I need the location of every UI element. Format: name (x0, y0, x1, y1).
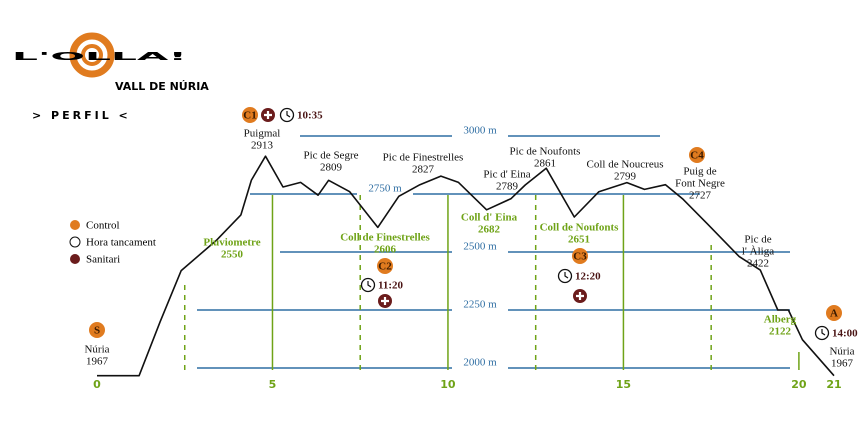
reference-label: 2250 m (463, 299, 497, 311)
sanitari-cross (576, 292, 584, 300)
waypoint-name: Pic d' Eina (483, 169, 530, 181)
waypoint-altitude: 2550 (221, 249, 244, 261)
control-code: C3 (573, 251, 587, 263)
control-icon (377, 258, 393, 274)
waypoint-name: Núria (84, 344, 109, 356)
waypoint-altitude: 2809 (320, 162, 343, 174)
x-tick-label: 0 (93, 378, 101, 391)
legend-label: Control (86, 220, 120, 232)
legend-clock-icon (69, 236, 81, 248)
control-icon (242, 107, 258, 123)
waypoint-name: Núria (829, 346, 854, 358)
waypoint-name: Coll de Noufonts (540, 222, 620, 234)
legend-label: Sanitari (86, 254, 120, 266)
clock-hands (286, 111, 291, 118)
logo-swirl (69, 32, 115, 78)
elevation-profile (97, 155, 835, 377)
x-tick-label: 10 (440, 378, 456, 391)
waypoint-name: Pic de Finestrelles (383, 152, 464, 164)
waypoint-altitude: 2913 (251, 140, 274, 152)
control-code: S (94, 325, 100, 337)
waypoint-altitude: 1967 (86, 356, 109, 368)
closing-time: 14:00 (832, 328, 858, 340)
waypoint-name: Alberg (764, 314, 797, 326)
closing-time: 12:20 (575, 271, 601, 283)
waypoint-name: Coll de Noucreus (587, 159, 664, 171)
waypoint-name: Pic de Segre (304, 150, 359, 162)
waypoint-name: Coll de Finestrelles (340, 232, 430, 244)
logo: L'OLLA! (12, 50, 187, 63)
waypoint-altitude: 2827 (412, 164, 435, 176)
waypoint-altitude: 1967 (831, 358, 854, 370)
logo-swirl (81, 44, 103, 66)
waypoint-altitude: 2682 (478, 224, 501, 236)
waypoint-altitude: 2606 (374, 244, 397, 256)
x-tick-label: 15 (616, 378, 631, 391)
closing-time: 10:35 (297, 110, 323, 122)
waypoint-name: Font Negre (675, 178, 725, 190)
control-code: A (830, 308, 838, 320)
control-code: C1 (243, 110, 256, 122)
sanitari-cross (381, 297, 389, 305)
waypoint-altitude: 2727 (689, 190, 712, 202)
waypoint-altitude: 2789 (496, 181, 519, 193)
reference-label: 2000 m (463, 357, 497, 369)
control-code: C2 (378, 261, 392, 273)
control-icon (89, 322, 105, 338)
x-tick-label: 20 (791, 378, 807, 391)
legend-control-icon (70, 220, 80, 230)
waypoint-name: Pic de Noufonts (510, 146, 581, 158)
section-title: > PERFIL < (32, 109, 131, 122)
waypoint-altitude: 2799 (614, 171, 637, 183)
reference-label: 2750 m (368, 183, 402, 195)
waypoint-altitude: 2122 (769, 326, 792, 338)
clock-hands (821, 329, 826, 336)
clock-hands (367, 281, 372, 288)
x-tick-label: 21 (826, 378, 841, 391)
control-icon (826, 305, 842, 321)
waypoint-name: Pic de (744, 234, 771, 246)
waypoint-altitude: 2651 (568, 234, 590, 246)
legend-sanitari-icon (70, 254, 80, 264)
waypoint-altitude: 2422 (747, 258, 769, 270)
waypoint-name: Pluviometre (203, 237, 260, 249)
waypoint-name: Puig de (683, 166, 716, 178)
waypoint-name: Puigmal (244, 128, 281, 140)
legend: Control Hora tancament Sanitari (69, 220, 156, 266)
closing-time: 11:20 (378, 280, 404, 292)
waypoint-name: Coll d' Eina (461, 212, 518, 224)
waypoint-name: l' Àliga (742, 246, 774, 258)
sanitari-cross (264, 111, 272, 119)
reference-label: 3000 m (463, 125, 497, 137)
control-icon (689, 147, 705, 163)
reference-label: 2500 m (463, 241, 497, 253)
control-code: C4 (690, 150, 704, 162)
legend-label: Hora tancament (86, 237, 156, 249)
waypoint-altitude: 2861 (534, 158, 556, 170)
clock-hands (564, 272, 569, 279)
x-tick-label: 5 (269, 378, 277, 391)
logo-subtitle: VALL DE NÚRIA (115, 80, 209, 93)
control-icon (572, 248, 588, 264)
